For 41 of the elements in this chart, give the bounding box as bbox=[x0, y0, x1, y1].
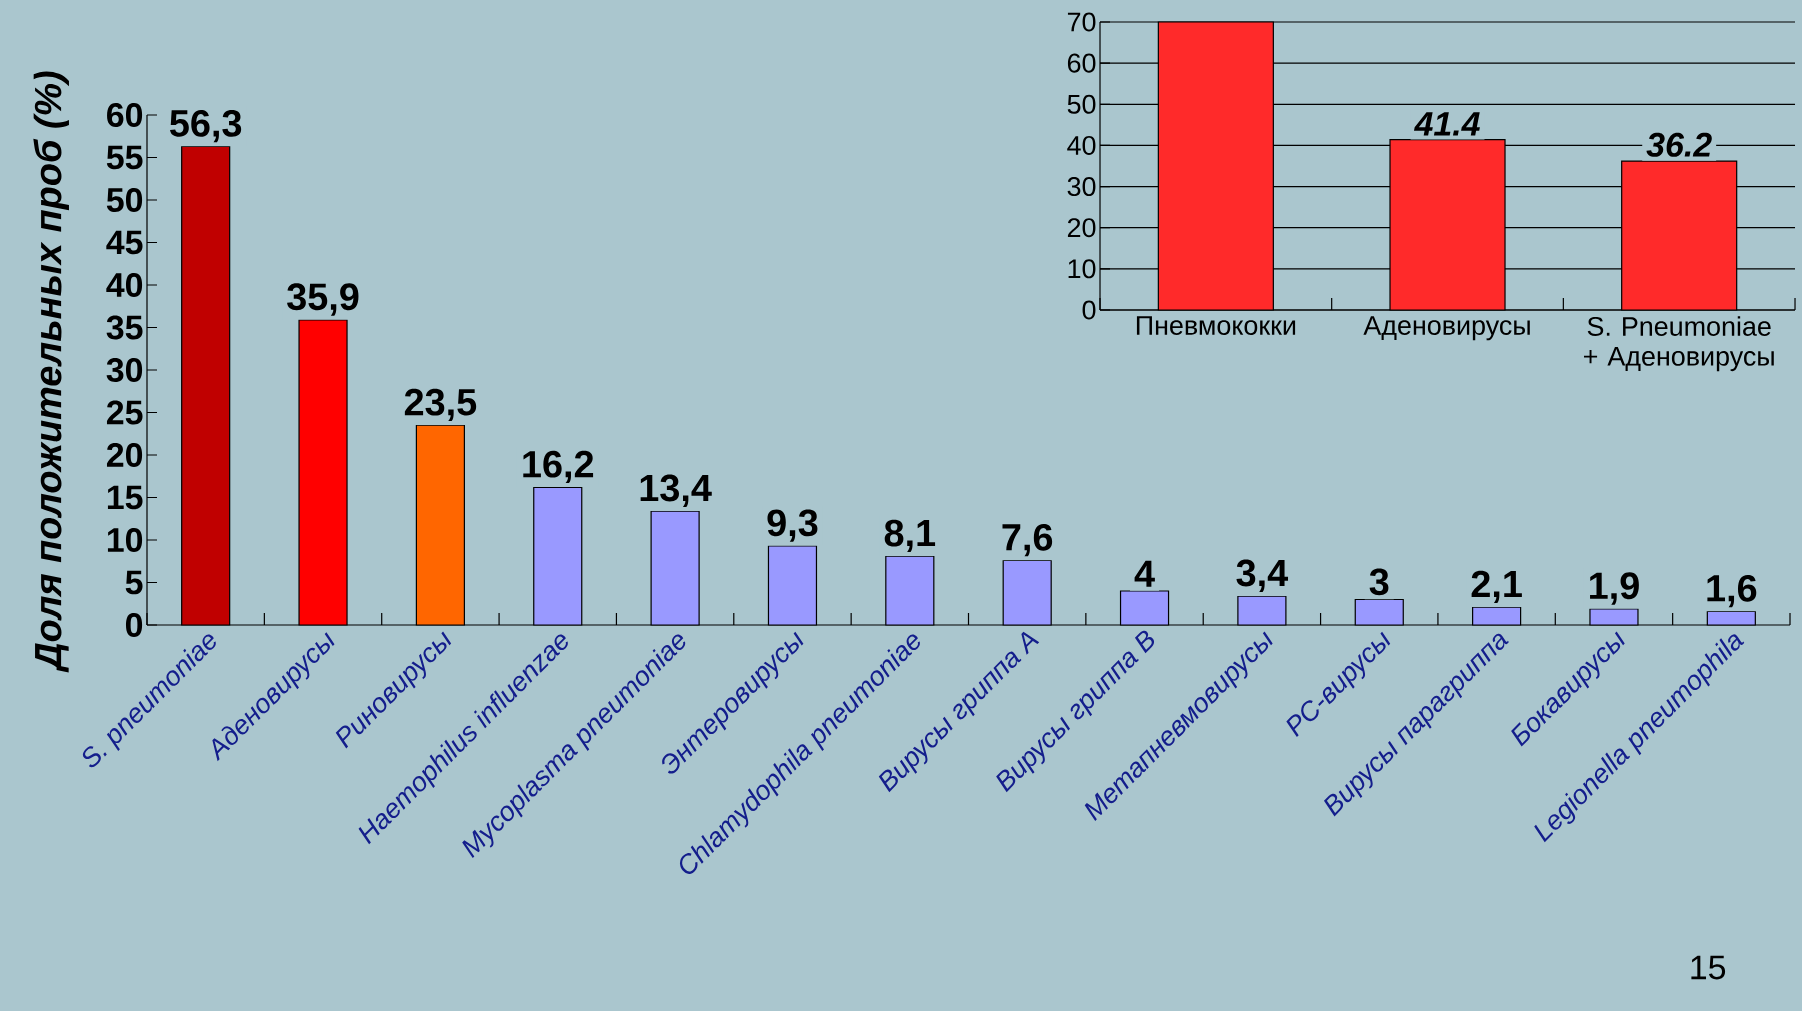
y-tick-label: 5 bbox=[125, 570, 143, 595]
y-tick-label: 40 bbox=[1067, 135, 1096, 155]
y-axis-title: Доля положительных проб (%) bbox=[33, 71, 69, 673]
data-label: 9,3 bbox=[767, 509, 818, 542]
data-label: 36.2 bbox=[1646, 132, 1712, 157]
x-tick-label: Пневмококки bbox=[1136, 316, 1296, 335]
y-tick-label: 45 bbox=[106, 230, 143, 255]
y-tick-label: 50 bbox=[106, 188, 143, 212]
y-tick-label: 10 bbox=[1068, 259, 1096, 279]
data-label: 16,2 bbox=[523, 450, 594, 484]
y-tick-label: 40 bbox=[106, 273, 143, 297]
data-label: 41.4 bbox=[1413, 112, 1480, 136]
data-label: 56,3 bbox=[170, 109, 242, 143]
data-label: 2,1 bbox=[1471, 570, 1522, 603]
y-tick-label: 50 bbox=[1067, 94, 1096, 114]
data-label: 4 bbox=[1134, 560, 1155, 587]
y-tick-label: 25 bbox=[106, 400, 143, 425]
y-tick-label: 60 bbox=[1067, 53, 1096, 73]
y-tick-label: 30 bbox=[106, 357, 143, 383]
y-tick-label: 70 bbox=[1067, 12, 1096, 32]
data-label: 35,9 bbox=[287, 283, 359, 316]
data-label: 7,6 bbox=[1002, 523, 1053, 557]
data-label: 1,6 bbox=[1707, 574, 1757, 608]
data-label: 3 bbox=[1369, 568, 1389, 596]
y-tick-label: 0 bbox=[1082, 300, 1096, 320]
data-label: 8,1 bbox=[884, 519, 936, 552]
y-tick-label: 30 bbox=[1067, 177, 1096, 197]
y-tick-label: 60 bbox=[107, 103, 143, 127]
data-label: 13,4 bbox=[640, 474, 712, 507]
x-tick-label: S. Pneumoniae + Аденовирусы bbox=[1584, 316, 1774, 372]
data-label: 3,4 bbox=[1236, 559, 1289, 592]
y-tick-label: 15 bbox=[107, 485, 143, 510]
y-tick-label: 20 bbox=[106, 443, 143, 467]
text: 15 bbox=[1691, 955, 1726, 980]
data-label: 1,9 bbox=[1590, 572, 1639, 605]
y-tick-label: 20 bbox=[1067, 218, 1096, 238]
y-tick-label: 55 bbox=[106, 145, 143, 170]
y-tick-label: 35 bbox=[106, 315, 143, 340]
x-tick-label: Аденовирусы bbox=[1363, 316, 1530, 341]
data-label: 23,5 bbox=[404, 388, 477, 422]
y-tick-label: 10 bbox=[107, 528, 143, 552]
